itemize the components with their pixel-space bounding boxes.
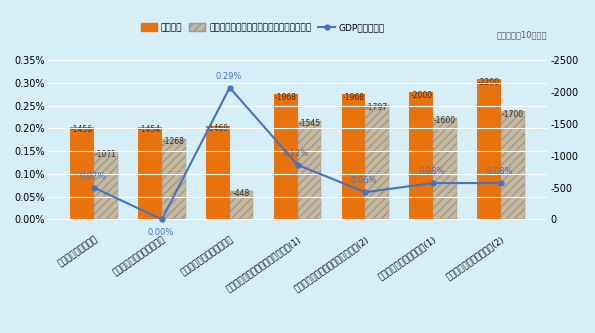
Bar [477,79,501,219]
Text: -1071: -1071 [95,150,117,159]
Text: 0.08%: 0.08% [486,167,513,176]
Text: 0.06%: 0.06% [350,176,377,185]
Text: -1600: -1600 [434,116,456,125]
Text: 0.07%: 0.07% [80,172,106,181]
Text: -1968: -1968 [275,93,297,102]
Bar [433,118,457,219]
Legend: 財政収支, 財政収支（ダイナミック・スコアリング）, GDP押上げ効果: 財政収支, 財政収支（ダイナミック・スコアリング）, GDP押上げ効果 [137,19,388,36]
Text: 0.12%: 0.12% [283,149,309,158]
Text: 右軸単位：10億ドル: 右軸単位：10億ドル [497,30,547,39]
Text: -1268: -1268 [163,137,184,146]
Bar [365,105,389,219]
Text: -1545: -1545 [298,120,321,129]
Bar [409,92,433,219]
Text: -1968: -1968 [343,93,365,102]
Text: 0.29%: 0.29% [215,72,242,81]
Bar [230,191,253,219]
Bar [94,151,118,219]
Text: -1454: -1454 [139,125,161,134]
Bar [274,94,298,219]
Text: -1456: -1456 [71,125,93,134]
Text: -448: -448 [233,189,250,198]
Text: -2200: -2200 [478,78,500,87]
Text: -1797: -1797 [366,104,389,113]
Bar [70,127,94,219]
Bar [206,126,230,219]
Text: -2000: -2000 [410,91,433,100]
Bar [138,127,162,219]
Text: -1700: -1700 [502,110,524,119]
Bar [501,111,525,219]
Text: -1469: -1469 [206,124,229,133]
Bar [342,94,365,219]
Text: 0.08%: 0.08% [418,167,445,176]
Bar [162,139,186,219]
Bar [298,121,321,219]
Text: 0.00%: 0.00% [148,228,174,237]
